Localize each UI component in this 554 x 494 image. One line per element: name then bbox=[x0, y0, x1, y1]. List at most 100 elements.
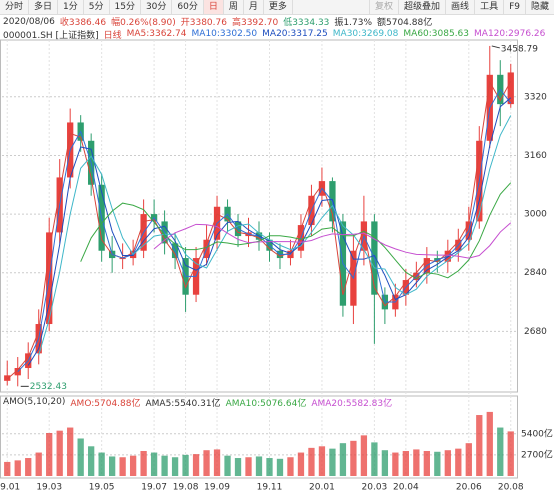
volume-bar bbox=[108, 456, 116, 476]
volume-bar bbox=[308, 447, 315, 476]
volume-bar bbox=[245, 457, 252, 476]
y-tick-label: 3000 bbox=[524, 210, 547, 220]
volume-bar bbox=[234, 458, 242, 476]
volume-bar bbox=[140, 450, 147, 476]
tool-button[interactable]: 画线 bbox=[445, 0, 474, 14]
x-tick-label: 19.07 bbox=[141, 483, 167, 493]
volume-bar bbox=[14, 460, 21, 476]
period-tab[interactable]: 30分 bbox=[141, 0, 173, 14]
quote-item: 收3386.46 bbox=[59, 18, 107, 28]
quote-item: 2020/08/06 bbox=[3, 16, 55, 27]
x-tick-label: 19.01 bbox=[0, 483, 20, 493]
ma-line bbox=[153, 222, 512, 259]
period-tab[interactable]: 月 bbox=[244, 0, 264, 14]
volume-bar bbox=[444, 450, 451, 476]
y-tick-label: 2700亿 bbox=[521, 448, 553, 460]
volume-bar bbox=[297, 452, 305, 476]
volume-bar bbox=[88, 446, 95, 476]
legend-item: AMA20:5582.83亿 bbox=[311, 398, 393, 409]
volume-bar bbox=[171, 457, 179, 476]
volume-bar bbox=[213, 449, 221, 476]
volume-bar bbox=[497, 427, 504, 476]
volume-bar bbox=[56, 430, 63, 476]
volume-bar bbox=[119, 457, 126, 476]
legend-item: AMA5:5540.31亿 bbox=[145, 398, 221, 409]
quote-item: 幅0.26%(8.90) bbox=[111, 18, 176, 28]
volume-bar bbox=[360, 435, 368, 476]
volume-bar bbox=[224, 455, 231, 476]
x-tick-label: 19.05 bbox=[89, 483, 115, 493]
tool-button[interactable]: F9 bbox=[503, 0, 525, 14]
volume-bar bbox=[129, 455, 137, 476]
period: 日线 bbox=[103, 30, 122, 41]
legend-item: MA60:3085.63 bbox=[403, 29, 470, 39]
y-tick-label: 3160 bbox=[524, 151, 547, 161]
volume-bar bbox=[486, 411, 493, 476]
ma-line bbox=[80, 182, 512, 280]
high-annotation: 3458.79 bbox=[501, 44, 538, 54]
y-tick-label: 5400亿 bbox=[521, 427, 553, 439]
volume-bar bbox=[266, 458, 273, 476]
x-tick-label: 20.06 bbox=[456, 483, 482, 493]
volume-bar bbox=[413, 449, 420, 476]
tool-button[interactable]: 工具 bbox=[474, 0, 503, 14]
price-panel bbox=[0, 39, 518, 393]
tool-button[interactable]: 复权 bbox=[369, 0, 398, 14]
y-tick-label: 2680 bbox=[524, 327, 547, 337]
volume-bar bbox=[423, 450, 430, 476]
period-tab[interactable]: 60分 bbox=[172, 0, 204, 14]
period-tab[interactable]: 日 bbox=[203, 0, 224, 14]
volume-bar bbox=[4, 461, 11, 476]
volume-bar bbox=[161, 455, 168, 476]
volume-bar bbox=[182, 454, 189, 476]
legend-item: AMA10:5076.64亿 bbox=[225, 398, 307, 409]
quote-item: 振1.73% bbox=[334, 18, 372, 28]
volume-bar bbox=[350, 440, 357, 476]
volume-bar bbox=[150, 452, 158, 476]
ma-line bbox=[38, 115, 512, 356]
ma-line bbox=[27, 97, 512, 366]
quote-row: 2020/08/06 收3386.46 幅0.26%(8.90) 开3380.76 高3… bbox=[0, 15, 554, 29]
volume-bar bbox=[476, 415, 483, 476]
volume-bar bbox=[381, 450, 389, 476]
x-tick-label: 19.09 bbox=[204, 483, 230, 493]
tool-button[interactable]: 超级叠加 bbox=[398, 0, 445, 14]
period-tab[interactable]: 1分 bbox=[58, 0, 84, 14]
ma-legend: 000001.SH [上证指数] 日线 MA5:3362.74 MA10:3302… bbox=[0, 28, 554, 41]
period-tab[interactable]: 周 bbox=[224, 0, 244, 14]
symbol: 000001.SH [上证指数] bbox=[3, 30, 99, 41]
period-tab[interactable]: 15分 bbox=[110, 0, 141, 14]
volume-bar bbox=[77, 438, 84, 476]
tool-button[interactable]: 隐藏 bbox=[524, 0, 554, 14]
period-tab[interactable]: 多日 bbox=[29, 0, 59, 14]
volume-panel bbox=[0, 395, 518, 479]
ma-line bbox=[17, 88, 512, 373]
quote-item: 高3392.70 bbox=[231, 18, 279, 28]
volume-bar bbox=[371, 442, 378, 476]
quote-item: 低3334.33 bbox=[283, 18, 330, 28]
volume-bar bbox=[67, 427, 74, 476]
volume-bar bbox=[507, 431, 514, 476]
indicator-name: AMO(5,10,20) bbox=[3, 397, 66, 407]
legend-item: MA20:3317.25 bbox=[262, 29, 328, 39]
period-tab[interactable]: 分时 bbox=[0, 0, 30, 14]
y-tick-label: 3320 bbox=[524, 92, 547, 102]
x-tick-label: 20.08 bbox=[498, 483, 524, 493]
period-tab[interactable]: 更多 bbox=[264, 0, 293, 14]
volume-bar bbox=[465, 443, 472, 476]
volume-bar bbox=[255, 456, 263, 476]
legend-item: AMO:5704.88亿 bbox=[70, 398, 141, 409]
period-tab[interactable]: 5分 bbox=[84, 0, 110, 14]
volume-bar bbox=[276, 458, 284, 476]
legend-item: MA30:3269.08 bbox=[332, 29, 399, 39]
volume-bar bbox=[434, 451, 441, 476]
x-tick-label: 20.04 bbox=[393, 483, 419, 493]
legend-item: MA5:3362.74 bbox=[126, 29, 187, 39]
quote-item: 开3380.76 bbox=[180, 18, 227, 28]
x-tick-label: 19.11 bbox=[257, 483, 283, 493]
volume-bar bbox=[203, 450, 210, 476]
quote-item: 额5704.88亿 bbox=[377, 18, 433, 28]
volume-bar bbox=[35, 452, 42, 476]
